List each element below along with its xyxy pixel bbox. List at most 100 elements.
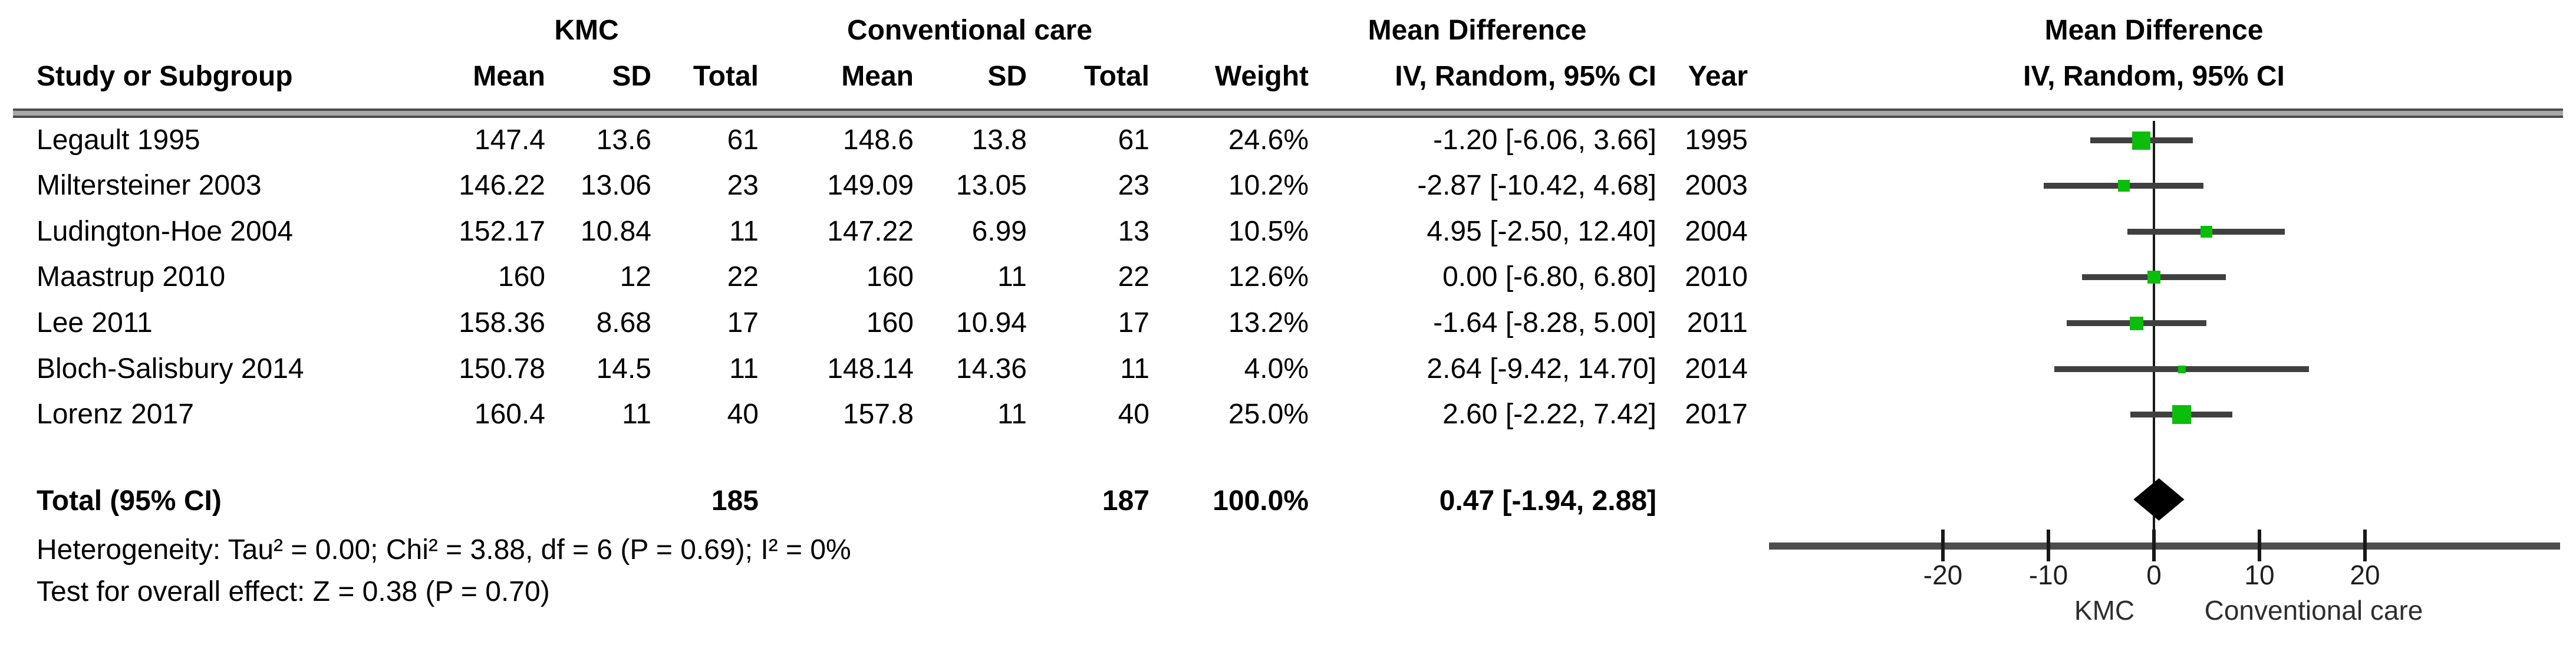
effect-square	[2172, 405, 2191, 424]
ci-text: 4.95 [-2.50, 12.40]	[1427, 216, 1656, 247]
conv-sd: 10.94	[956, 307, 1027, 338]
conv-mean: 148.6	[842, 124, 914, 156]
conv-mean: 147.22	[827, 216, 914, 247]
ci-text: -1.20 [-6.06, 3.66]	[1433, 124, 1656, 156]
summary-diamond	[2133, 478, 2185, 521]
ci-text: 0.00 [-6.80, 6.80]	[1442, 261, 1656, 292]
ci-text: 2.64 [-9.42, 14.70]	[1427, 353, 1656, 384]
effect-square	[2147, 271, 2160, 284]
col-header-kmc-mean: Mean	[473, 61, 545, 92]
kmc-sd: 10.84	[580, 216, 651, 247]
axis-tick-label: 10	[2244, 560, 2275, 590]
heterogeneity-text: Heterogeneity: Tau² = 0.00; Chi² = 3.88,…	[37, 534, 851, 565]
kmc-total: 22	[727, 261, 759, 292]
total-conv-total: 187	[1102, 485, 1149, 517]
weight: 25.0%	[1228, 399, 1309, 430]
col-header-kmc-sd: SD	[612, 61, 651, 92]
study-label: Legault 1995	[37, 124, 200, 156]
ci-text: 2.60 [-2.22, 7.42]	[1442, 399, 1656, 430]
kmc-sd: 8.68	[596, 307, 651, 338]
study-label: Lorenz 2017	[37, 399, 194, 430]
conv-sd: 14.36	[956, 353, 1027, 384]
conv-sd: 13.05	[956, 170, 1027, 201]
conv-mean: 160	[866, 261, 914, 292]
total-label: Total (95% CI)	[37, 485, 222, 517]
col-header-conv-mean: Mean	[841, 61, 914, 92]
effect-square	[2132, 131, 2151, 150]
kmc-total: 23	[727, 170, 759, 201]
axis-right-label: Conventional care	[2204, 595, 2423, 626]
study-label: Ludington-Hoe 2004	[37, 216, 294, 247]
col-header-conv-total: Total	[1083, 61, 1149, 92]
kmc-total: 11	[729, 353, 759, 384]
col-header-weight: Weight	[1214, 61, 1309, 92]
kmc-mean: 160	[498, 261, 545, 292]
axis-tick-label: -20	[1923, 560, 1963, 590]
kmc-total: 17	[727, 307, 759, 338]
year: 1995	[1685, 124, 1748, 156]
table-row: Lorenz 2017 160.4 11 40 157.8 11 40 25.0…	[0, 400, 2576, 431]
year: 2017	[1685, 399, 1748, 430]
weight: 24.6%	[1228, 124, 1309, 156]
table-row: Lee 2011 158.36 8.68 17 160 10.94 17 13.…	[0, 309, 2576, 340]
axis-tick-label: 20	[2350, 560, 2380, 590]
axis-tick	[2258, 530, 2261, 561]
axis-tick	[2047, 530, 2050, 561]
axis-tick-label: 0	[2146, 560, 2162, 590]
study-label: Maastrup 2010	[37, 261, 226, 292]
total-row: Total (95% CI) 185 187 100.0% 0.47 [-1.9…	[0, 487, 2576, 518]
axis-tick	[2363, 530, 2367, 561]
conv-mean: 149.09	[827, 170, 914, 201]
col-header-kmc-total: Total	[693, 61, 759, 92]
table-row: Maastrup 2010 160 12 22 160 11 22 12.6% …	[0, 263, 2576, 294]
kmc-sd: 13.6	[596, 124, 651, 156]
col-header-study: Study or Subgroup	[37, 61, 293, 92]
conv-total: 61	[1118, 124, 1149, 156]
kmc-sd: 13.06	[580, 170, 651, 201]
weight: 12.6%	[1228, 261, 1309, 292]
group-header-conventional: Conventional care	[846, 15, 1093, 46]
total-ci-text: 0.47 [-1.94, 2.88]	[1439, 485, 1656, 517]
year: 2003	[1685, 170, 1748, 201]
weight: 4.0%	[1244, 353, 1309, 384]
total-weight: 100.0%	[1213, 485, 1309, 517]
table-row: Bloch-Salisbury 2014 150.78 14.5 11 148.…	[0, 355, 2576, 386]
zero-effect-line	[2153, 121, 2155, 548]
kmc-mean: 146.22	[459, 170, 545, 201]
kmc-sd: 14.5	[596, 353, 651, 384]
conv-mean: 157.8	[842, 399, 914, 430]
kmc-mean: 147.4	[474, 124, 545, 156]
kmc-mean: 152.17	[459, 216, 545, 247]
conv-sd: 11	[997, 261, 1027, 292]
year: 2004	[1685, 216, 1748, 247]
table-row: Legault 1995 147.4 13.6 61 148.6 13.8 61…	[0, 126, 2576, 157]
conv-sd: 13.8	[971, 124, 1027, 156]
conv-total: 22	[1118, 261, 1149, 292]
kmc-mean: 150.78	[459, 353, 545, 384]
effect-square	[2200, 226, 2212, 238]
col-header-year: Year	[1688, 61, 1748, 92]
ci-text: -1.64 [-8.28, 5.00]	[1433, 307, 1656, 338]
year: 2011	[1686, 307, 1748, 338]
col-header-ci: IV, Random, 95% CI	[1395, 61, 1656, 92]
axis-left-label: KMC	[2074, 595, 2135, 626]
group-header-kmc: KMC	[554, 15, 619, 46]
kmc-total: 40	[727, 399, 759, 430]
weight: 10.2%	[1228, 170, 1309, 201]
col-header-conv-sd: SD	[987, 61, 1027, 92]
overall-effect-text: Test for overall effect: Z = 0.38 (P = 0…	[37, 576, 550, 607]
x-axis-line	[1768, 542, 2561, 550]
conv-sd: 11	[997, 399, 1027, 430]
study-label: Lee 2011	[37, 307, 153, 338]
ci-text: -2.87 [-10.42, 4.68]	[1417, 170, 1656, 201]
kmc-total: 11	[729, 216, 759, 247]
group-header-md-plot: Mean Difference	[2044, 15, 2264, 46]
kmc-sd: 11	[622, 399, 651, 430]
kmc-sd: 12	[620, 261, 651, 292]
conv-total: 17	[1118, 307, 1149, 338]
study-label: Bloch-Salisbury 2014	[37, 353, 304, 384]
conv-mean: 148.14	[827, 353, 914, 384]
axis-tick	[2152, 530, 2156, 561]
